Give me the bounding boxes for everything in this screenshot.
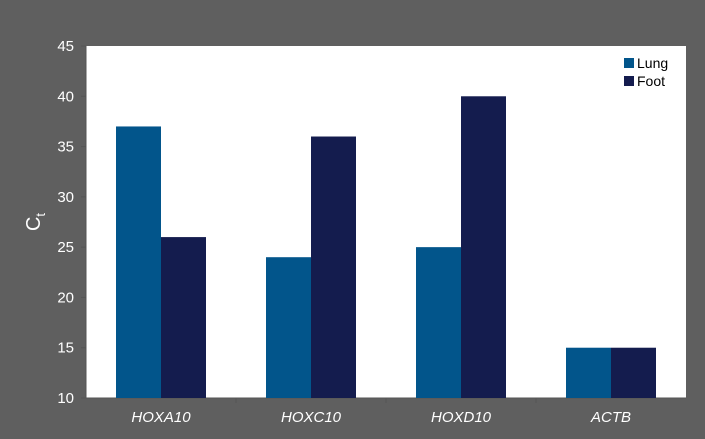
x-ticks: HOXA10 HOXC10 HOXD10 ACTB	[131, 398, 631, 426]
y-tick-label: 40	[57, 88, 74, 105]
y-tick-label: 25	[57, 239, 74, 256]
y-axis-label: Ct	[23, 213, 48, 231]
legend-label-lung: Lung	[637, 55, 668, 71]
y-ticks: 10 15 20 25 30 35 40 45	[57, 38, 86, 407]
y-tick-label: 30	[57, 189, 74, 206]
x-tick-label: HOXD10	[431, 409, 492, 426]
bar-foot-hoxc10	[311, 136, 356, 398]
y-tick-label: 45	[57, 38, 74, 55]
y-tick-label: 15	[57, 340, 74, 357]
y-axis-label-main: C	[23, 217, 45, 231]
y-tick-label: 20	[57, 289, 74, 306]
bar-lung-actb	[566, 347, 611, 398]
bar-lung-hoxc10	[266, 257, 311, 398]
x-tick-label: ACTB	[590, 409, 631, 426]
legend-swatch-lung	[624, 58, 634, 68]
legend-swatch-foot	[624, 76, 634, 86]
x-tick-label: HOXA10	[131, 409, 191, 426]
bar-foot-actb	[611, 347, 656, 398]
bar-foot-hoxa10	[161, 237, 206, 398]
bar-lung-hoxa10	[116, 126, 161, 398]
bar-foot-hoxd10	[461, 96, 506, 399]
y-axis-label-subscript: t	[33, 213, 48, 217]
y-tick-label: 10	[57, 390, 74, 407]
legend: Lung Foot	[624, 55, 668, 89]
bars-layer	[116, 96, 656, 399]
x-tick-label: HOXC10	[281, 409, 342, 426]
legend-label-foot: Foot	[637, 73, 665, 89]
bar-lung-hoxd10	[416, 247, 461, 398]
y-tick-label: 35	[57, 139, 74, 156]
